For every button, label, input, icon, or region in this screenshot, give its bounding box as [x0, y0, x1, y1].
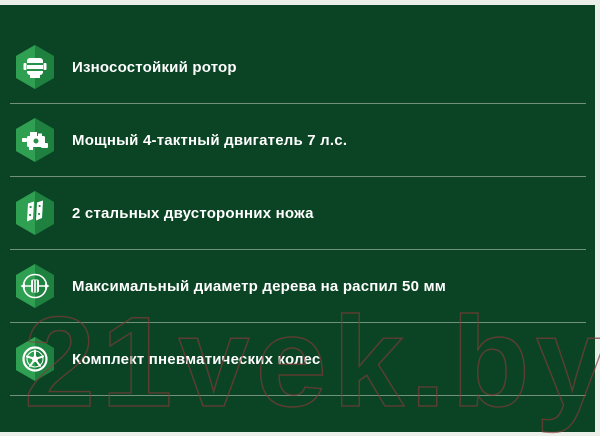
feature-label: 2 стальных двусторонних ножа	[72, 204, 314, 222]
feature-row-diameter: Максимальный диаметр дерева на распил 50…	[10, 250, 586, 323]
diameter-icon	[16, 264, 54, 308]
feature-row-blades: 2 стальных двусторонних ножа	[10, 177, 586, 250]
wheel-icon	[16, 337, 54, 381]
feature-label: Максимальный диаметр дерева на распил 50…	[72, 277, 447, 295]
feature-list: Износостойкий ротор	[0, 31, 595, 396]
engine-icon	[16, 118, 54, 162]
feature-label: Комплект пневматических колес	[72, 350, 321, 368]
feature-row-wheels: Комплект пневматических колес	[10, 323, 586, 396]
rotor-icon	[16, 45, 54, 89]
feature-label: Мощный 4-тактный двигатель 7 л.с.	[72, 131, 348, 149]
feature-label: Износостойкий ротор	[72, 58, 237, 76]
feature-row-engine: Мощный 4-тактный двигатель 7 л.с.	[10, 104, 586, 177]
feature-panel: Износостойкий ротор	[0, 5, 595, 432]
blades-icon	[16, 191, 54, 235]
feature-row-rotor: Износостойкий ротор	[10, 31, 586, 104]
